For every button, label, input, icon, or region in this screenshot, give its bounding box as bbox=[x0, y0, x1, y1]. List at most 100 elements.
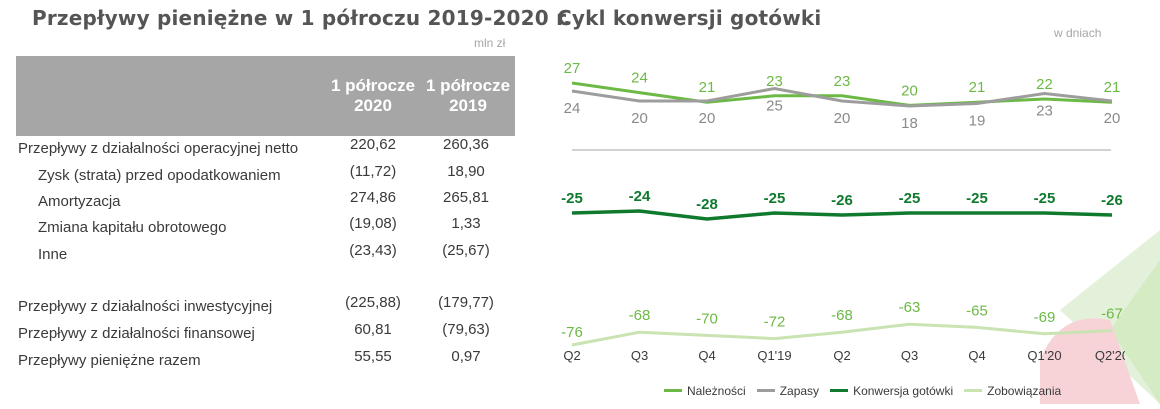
legend-item: Należności bbox=[664, 384, 746, 398]
data-label: -25 bbox=[1034, 190, 1056, 207]
row-value-2019: 18,90 bbox=[447, 163, 485, 180]
x-tick-label: Q1'20 bbox=[1027, 348, 1061, 363]
data-label: 20 bbox=[699, 110, 716, 127]
data-label: 23 bbox=[1036, 103, 1053, 120]
row-value-2019: (179,77) bbox=[438, 294, 494, 311]
legend-swatch bbox=[964, 389, 983, 393]
data-label: 22 bbox=[1036, 76, 1053, 93]
legend-label: Konwersja gotówki bbox=[853, 384, 954, 398]
table-row: Zysk (strata) przed opodatkowaniem (11,7… bbox=[0, 163, 520, 187]
row-value-2019: 260,36 bbox=[443, 136, 489, 153]
legend-label: Zapasy bbox=[779, 384, 820, 398]
x-tick-label: Q2 bbox=[563, 348, 580, 363]
column-header-2019: 1 półrocze 2019 bbox=[418, 76, 518, 116]
table-row: Przepływy pieniężne razem 55,55 0,97 bbox=[0, 348, 520, 372]
pink-shape bbox=[1040, 318, 1140, 404]
legend-item: Konwersja gotówki bbox=[830, 384, 953, 398]
legend-swatch bbox=[664, 389, 682, 393]
data-label: -25 bbox=[966, 190, 988, 207]
row-value-2020: (225,88) bbox=[345, 294, 401, 311]
x-tick-label: Q2 bbox=[833, 348, 850, 363]
x-tick-label: Q4 bbox=[968, 348, 985, 363]
row-label: Przepływy z działalności inwestycyjnej bbox=[18, 298, 273, 315]
row-value-2020: 220,62 bbox=[350, 136, 396, 153]
legend: Należności Zapasy Konwersja gotówki Zobowią… bbox=[664, 384, 1072, 398]
row-value-2019: 1,33 bbox=[451, 215, 481, 232]
data-label: 20 bbox=[834, 110, 851, 127]
row-label: Amortyzacja bbox=[38, 193, 121, 210]
row-value-2020: (23,43) bbox=[349, 242, 397, 259]
data-label: 23 bbox=[834, 73, 851, 90]
data-label: 24 bbox=[631, 70, 648, 87]
data-label: -68 bbox=[629, 307, 651, 324]
data-label: 21 bbox=[969, 79, 986, 96]
row-value-2019: (79,63) bbox=[442, 321, 490, 338]
data-label: -24 bbox=[629, 188, 651, 205]
data-label: 20 bbox=[631, 110, 648, 127]
x-tick-label: Q3 bbox=[631, 348, 648, 363]
table-row: Zmiana kapitału obrotowego (19,08) 1,33 bbox=[0, 215, 520, 239]
data-label: 18 bbox=[901, 115, 918, 132]
legend-label: Należności bbox=[687, 384, 746, 398]
data-label: 21 bbox=[1104, 79, 1121, 96]
data-label: 24 bbox=[564, 100, 581, 117]
row-label: Przepływy z działalności operacyjnej net… bbox=[18, 140, 299, 157]
data-label: -25 bbox=[764, 190, 786, 207]
data-label: -65 bbox=[966, 302, 988, 319]
data-label: 21 bbox=[699, 79, 716, 96]
x-axis-ticks: Q2 Q3 Q4 Q1'19 Q2 Q3 Q4 Q1'20 Q2'20 bbox=[563, 348, 1125, 363]
series-konwersja-gotówki: -25 -24 -28 -25 -26 -25 -25 -25 -26 bbox=[561, 188, 1123, 221]
data-label: -26 bbox=[1101, 192, 1123, 209]
cashflow-unit: mln zł bbox=[474, 36, 506, 50]
table-row: Przepływy z działalności operacyjnej net… bbox=[0, 136, 520, 160]
row-value-2019: (25,67) bbox=[442, 242, 490, 259]
data-label: 20 bbox=[1104, 110, 1121, 127]
column-header-2020-line2: 2020 bbox=[354, 96, 392, 115]
legend-swatch bbox=[830, 389, 849, 393]
series-layer: 27 24 21 23 23 20 21 22 21 24 20 20 25 20 18 19 23 20 -25 -… bbox=[561, 60, 1123, 347]
data-label: -28 bbox=[696, 196, 718, 213]
table-row: Przepływy z działalności finansowej 60,8… bbox=[0, 321, 520, 345]
series-line bbox=[571, 209, 1113, 221]
table-row: Przepływy z działalności inwestycyjnej (… bbox=[0, 294, 520, 318]
series-line bbox=[571, 322, 1113, 347]
data-label: 19 bbox=[969, 113, 986, 130]
legend-label: Zobowiązania bbox=[987, 384, 1062, 398]
legend-item: Zobowiązania bbox=[964, 384, 1061, 398]
data-label: -63 bbox=[899, 299, 921, 316]
data-label: -69 bbox=[1034, 309, 1056, 326]
row-value-2019: 265,81 bbox=[443, 189, 489, 206]
table-row: Amortyzacja 274,86 265,81 bbox=[0, 189, 520, 213]
row-label: Inne bbox=[38, 246, 68, 263]
data-label: -76 bbox=[561, 324, 583, 341]
green-triangle-shape-dark bbox=[1110, 260, 1160, 404]
series-zobowiązania: -76 -68 -70 -72 -68 -63 -65 -69 -67 bbox=[561, 299, 1123, 347]
row-value-2020: (19,08) bbox=[349, 215, 397, 232]
chart-title: Cykl konwersji gotówki bbox=[557, 6, 822, 30]
data-label: -70 bbox=[696, 310, 718, 327]
series-line bbox=[571, 86, 1113, 108]
x-tick-label: Q1'19 bbox=[757, 348, 791, 363]
row-value-2020: 274,86 bbox=[350, 189, 396, 206]
data-label: -72 bbox=[764, 314, 786, 331]
x-tick-label: Q2'20 bbox=[1095, 348, 1125, 363]
table-row: Inne (23,43) (25,67) bbox=[0, 242, 520, 266]
data-label: -26 bbox=[831, 192, 853, 209]
legend-swatch bbox=[756, 389, 775, 393]
row-value-2020: 60,81 bbox=[354, 321, 392, 338]
data-label: 20 bbox=[901, 82, 918, 99]
data-label: 23 bbox=[766, 73, 783, 90]
data-label: -68 bbox=[831, 307, 853, 324]
x-tick-label: Q4 bbox=[698, 348, 715, 363]
row-label: Zysk (strata) przed opodatkowaniem bbox=[38, 167, 281, 184]
x-tick-label: Q3 bbox=[901, 348, 918, 363]
data-label: 25 bbox=[766, 98, 783, 115]
chart-unit: w dniach bbox=[1054, 26, 1102, 40]
cashflow-title: Przepływy pieniężne w 1 półroczu 2019-20… bbox=[32, 6, 572, 30]
series-zapasy: 24 20 20 25 20 18 19 23 20 bbox=[564, 86, 1121, 132]
row-label: Przepływy pieniężne razem bbox=[18, 352, 201, 369]
data-label: 27 bbox=[564, 60, 581, 77]
row-label: Przepływy z działalności finansowej bbox=[18, 325, 255, 342]
